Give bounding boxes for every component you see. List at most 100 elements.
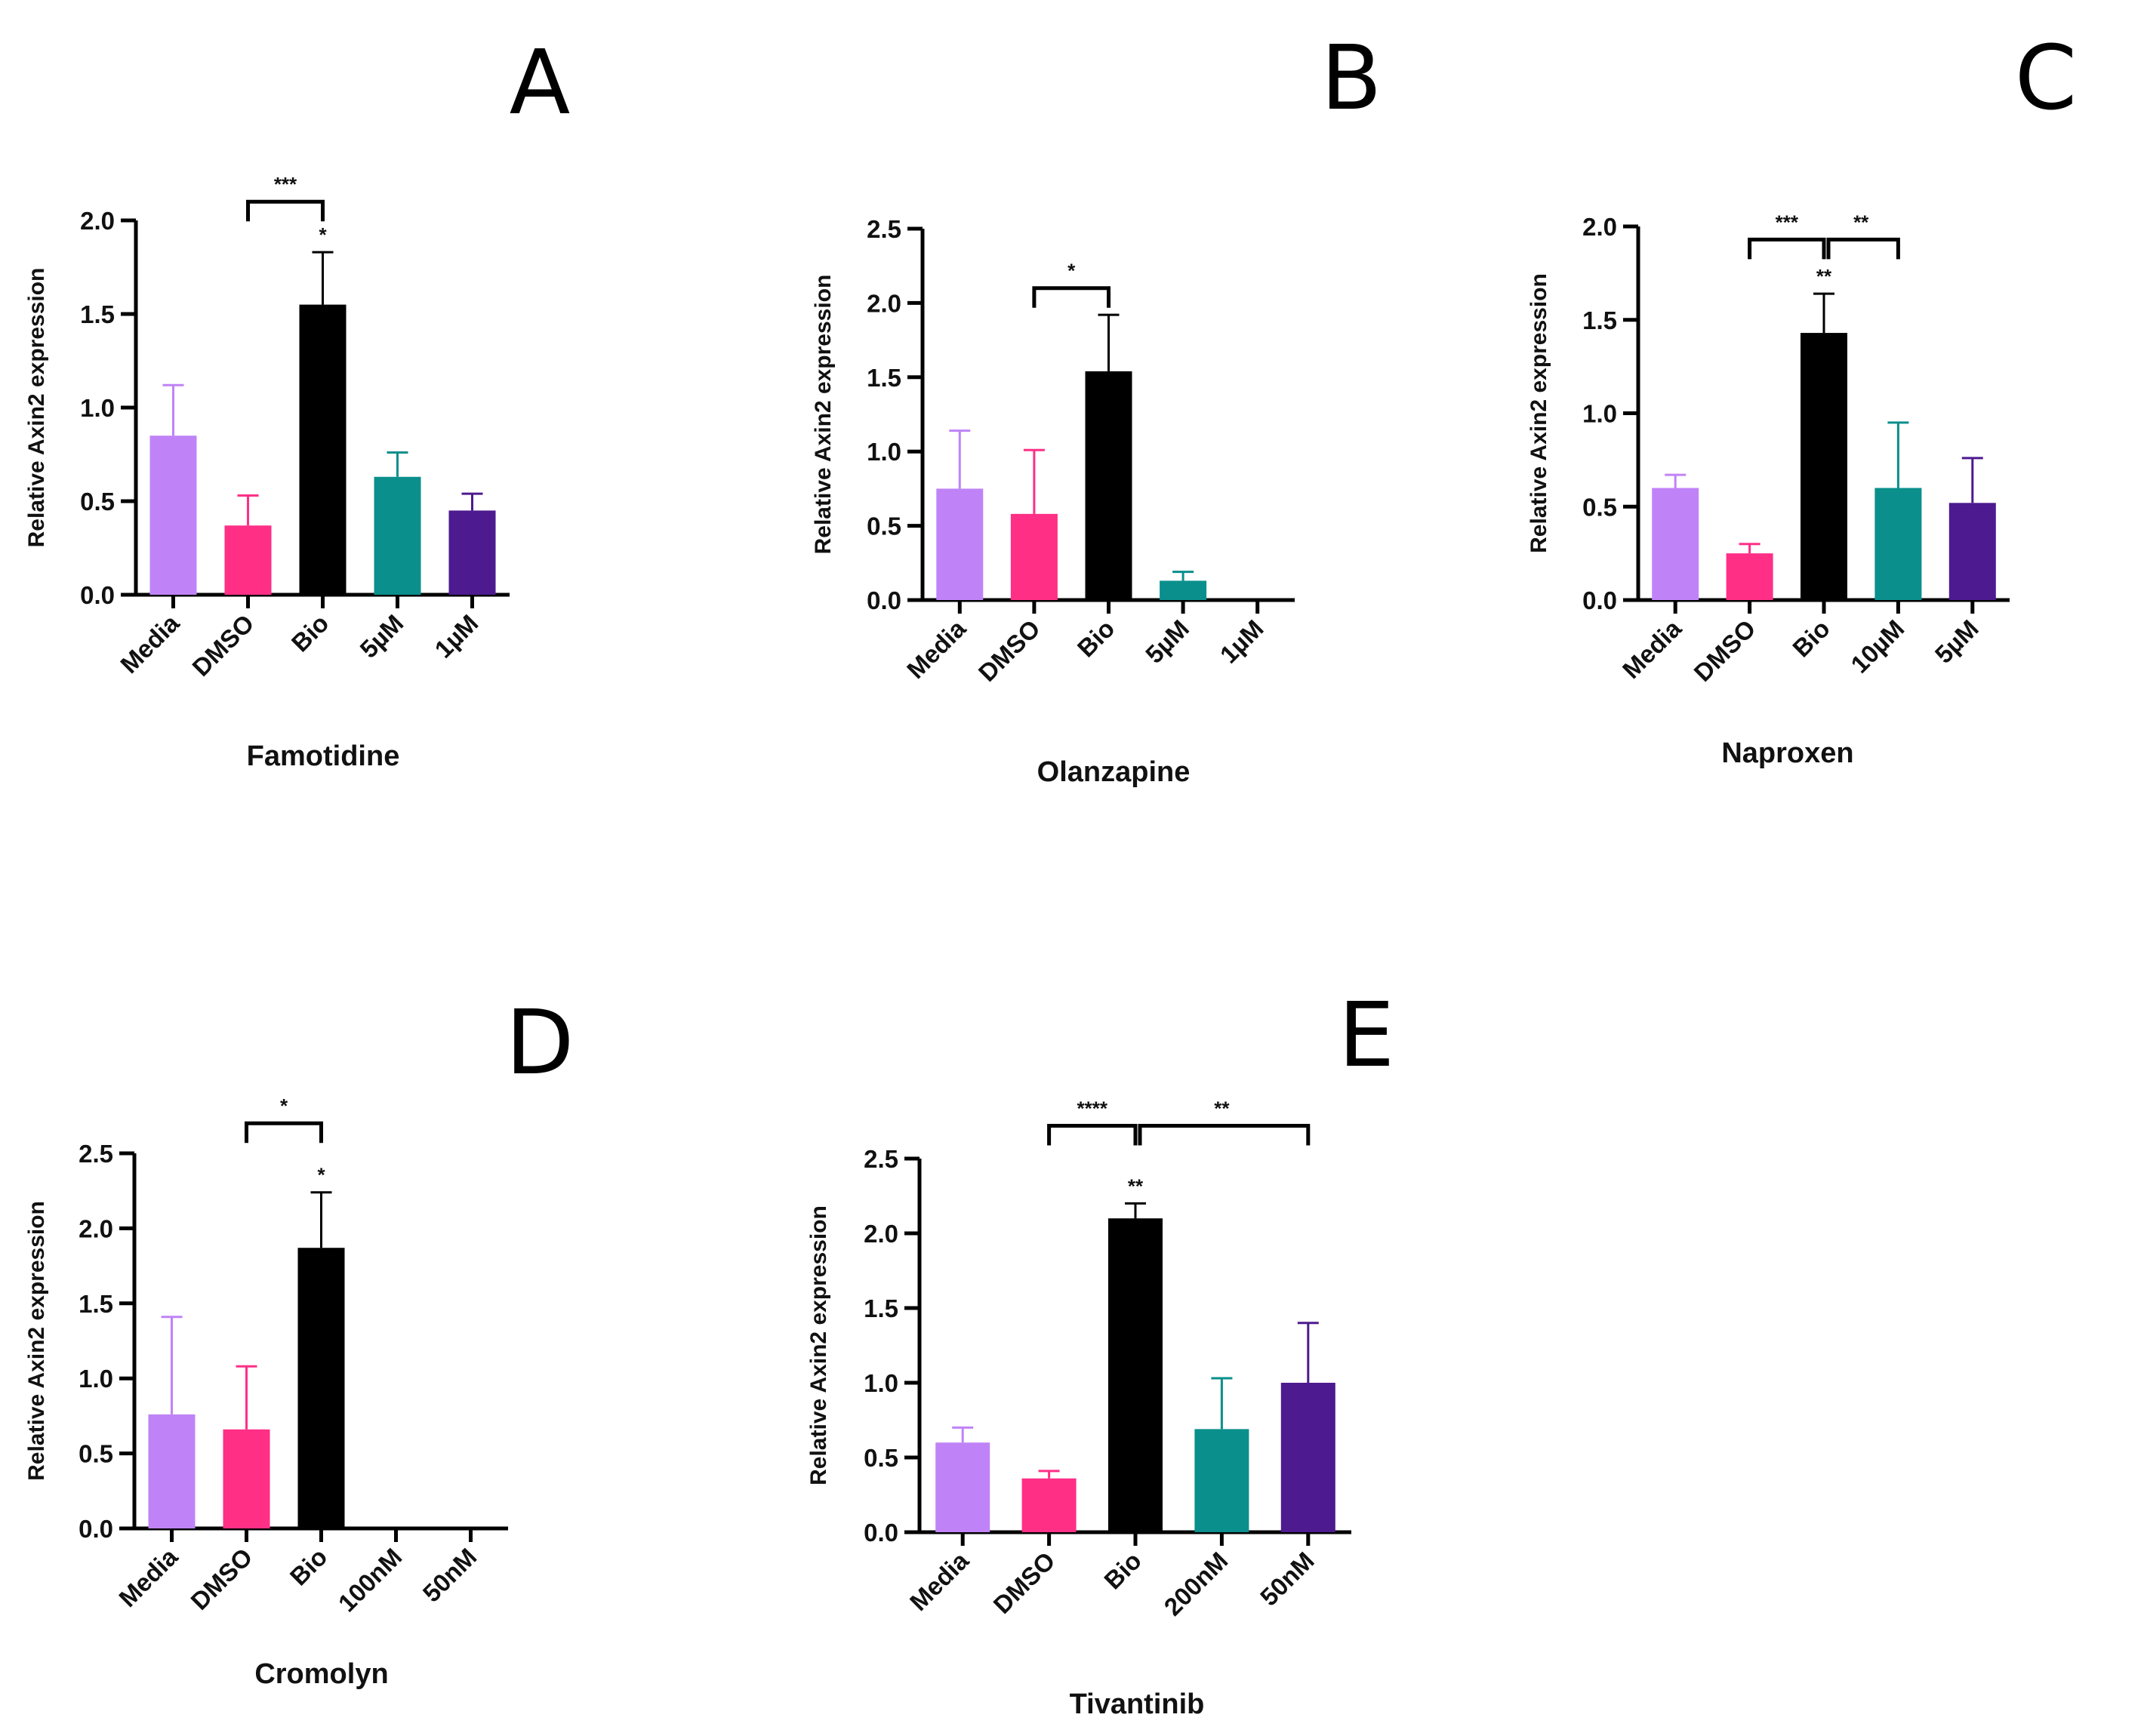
bar-media bbox=[935, 1442, 990, 1532]
bar-significance: ** bbox=[1128, 1174, 1144, 1197]
y-tick-label: 2.5 bbox=[864, 1145, 898, 1173]
y-axis-label: Relative Axin2 expression bbox=[806, 1205, 831, 1485]
bar-dmso bbox=[224, 525, 272, 595]
panel-letter: A bbox=[510, 30, 571, 134]
y-tick-label: 0.5 bbox=[1582, 493, 1617, 521]
y-tick-label: 2.0 bbox=[79, 1214, 113, 1242]
y-tick-label: 0.0 bbox=[79, 1515, 113, 1543]
y-tick-label: 1.0 bbox=[1582, 400, 1617, 428]
y-tick-label: 0.5 bbox=[80, 488, 115, 516]
y-tick-label: 0.0 bbox=[1582, 586, 1617, 614]
y-tick-label: 1.5 bbox=[1582, 306, 1617, 334]
bar-1m bbox=[448, 510, 496, 595]
x-tick-label: 200nM bbox=[1159, 1547, 1234, 1621]
bar-50nm bbox=[1280, 1383, 1335, 1532]
bar-significance: * bbox=[317, 1164, 325, 1187]
bar-dmso bbox=[1010, 513, 1058, 600]
y-tick-label: 2.0 bbox=[1582, 213, 1617, 241]
y-tick-label: 1.0 bbox=[864, 1369, 898, 1397]
y-tick-label: 1.0 bbox=[80, 394, 115, 422]
chart-title: Tivantinib bbox=[1070, 1688, 1205, 1720]
bar-bio bbox=[1085, 371, 1132, 600]
y-tick-label: 1.0 bbox=[79, 1365, 113, 1393]
y-tick-label: 0.0 bbox=[864, 1519, 898, 1547]
x-tick-label: 5µM bbox=[354, 609, 408, 663]
bar-5m bbox=[1948, 503, 1996, 600]
bracket-label: ** bbox=[1853, 211, 1869, 233]
y-tick-label: 1.0 bbox=[867, 438, 901, 466]
bar-media bbox=[1652, 488, 1699, 600]
bracket-label: *** bbox=[1776, 211, 1799, 233]
bar-bio bbox=[297, 1248, 345, 1528]
y-axis-label: Relative Axin2 expression bbox=[1526, 273, 1551, 553]
bar-significance: * bbox=[319, 223, 327, 246]
x-tick-label: Bio bbox=[286, 609, 334, 657]
y-tick-label: 2.0 bbox=[80, 207, 115, 235]
x-tick-label: DMSO bbox=[973, 614, 1046, 687]
y-tick-label: 2.0 bbox=[864, 1220, 898, 1248]
significance-bracket bbox=[245, 1121, 323, 1143]
chart-title: Famotidine bbox=[247, 740, 400, 772]
significance-bracket bbox=[1047, 1123, 1138, 1146]
y-tick-label: 2.5 bbox=[79, 1140, 113, 1168]
y-tick-label: 0.5 bbox=[867, 512, 901, 540]
y-tick-label: 0.0 bbox=[867, 586, 901, 614]
bracket-label: * bbox=[1067, 260, 1076, 282]
y-axis-label: Relative Axin2 expression bbox=[811, 275, 836, 555]
bracket-label: *** bbox=[274, 173, 297, 195]
x-tick-label: Media bbox=[1617, 614, 1687, 684]
bar-200nm bbox=[1194, 1429, 1249, 1532]
bar-dmso bbox=[1021, 1478, 1077, 1532]
bar-dmso bbox=[1726, 553, 1773, 600]
chart-panel-e: E 0.0 0.5 1.0 1.5 2.0 2.5 Relative Axin2 expres… bbox=[806, 983, 1394, 1720]
chart-panel-a: A 0.0 0.5 1.0 1.5 2.0 Relative Axin2 expressio… bbox=[24, 30, 570, 772]
x-tick-label: 10µM bbox=[1845, 614, 1909, 679]
x-tick-label: DMSO bbox=[185, 1543, 257, 1615]
x-tick-label: Media bbox=[113, 1542, 183, 1612]
x-tick-label: 50nM bbox=[417, 1543, 482, 1608]
bar-media bbox=[149, 436, 197, 595]
bar-significance: ** bbox=[1816, 265, 1832, 288]
x-tick-label: Bio bbox=[1787, 614, 1835, 663]
y-tick-label: 1.5 bbox=[79, 1290, 113, 1318]
x-tick-label: Bio bbox=[1098, 1547, 1147, 1595]
y-tick-label: 0.5 bbox=[864, 1444, 898, 1472]
chart-panel-b: B 0.0 0.5 1.0 1.5 2.0 2.5 Relative Axin2 expres… bbox=[811, 26, 1382, 788]
x-tick-label: Media bbox=[904, 1546, 975, 1616]
y-tick-label: 2.5 bbox=[867, 215, 901, 243]
y-tick-label: 1.5 bbox=[867, 364, 901, 392]
panel-letter: B bbox=[1321, 26, 1382, 130]
chart-title: Cromolyn bbox=[254, 1658, 388, 1690]
x-tick-label: DMSO bbox=[186, 609, 259, 682]
y-axis-label: Relative Axin2 expression bbox=[24, 1201, 49, 1481]
x-tick-label: Bio bbox=[285, 1543, 333, 1591]
chart-panel-c: C 0.0 0.5 1.0 1.5 2.0 Relative Axin2 expressio… bbox=[1526, 26, 2077, 769]
significance-bracket bbox=[1138, 1123, 1311, 1146]
bar-bio bbox=[1801, 333, 1847, 600]
bar-media bbox=[936, 488, 984, 600]
y-tick-label: 1.5 bbox=[864, 1294, 898, 1322]
x-tick-label: 1µM bbox=[429, 609, 483, 663]
bar-bio bbox=[1108, 1218, 1163, 1532]
bar-bio bbox=[299, 304, 347, 595]
chart-panel-d: D 0.0 0.5 1.0 1.5 2.0 2.5 Relative Axin2 expres… bbox=[24, 990, 574, 1690]
significance-bracket bbox=[1826, 237, 1900, 260]
x-tick-label: Media bbox=[115, 608, 185, 679]
panel-letter: C bbox=[2015, 26, 2077, 130]
chart-title: Naproxen bbox=[1721, 737, 1853, 769]
y-tick-label: 0.0 bbox=[80, 581, 115, 609]
significance-bracket bbox=[246, 199, 325, 222]
bar-5m bbox=[1160, 580, 1207, 600]
bar-media bbox=[148, 1414, 196, 1528]
panel-letter: D bbox=[506, 990, 575, 1094]
bracket-label: * bbox=[280, 1094, 288, 1117]
bar-5m bbox=[374, 476, 421, 595]
x-tick-label: DMSO bbox=[1688, 614, 1760, 687]
y-tick-label: 1.5 bbox=[80, 300, 115, 328]
x-tick-label: Media bbox=[901, 614, 972, 684]
significance-bracket bbox=[1748, 237, 1826, 260]
y-axis-label: Relative Axin2 expression bbox=[24, 268, 49, 548]
x-tick-label: 1µM bbox=[1215, 614, 1269, 669]
significance-bracket bbox=[1032, 286, 1111, 308]
